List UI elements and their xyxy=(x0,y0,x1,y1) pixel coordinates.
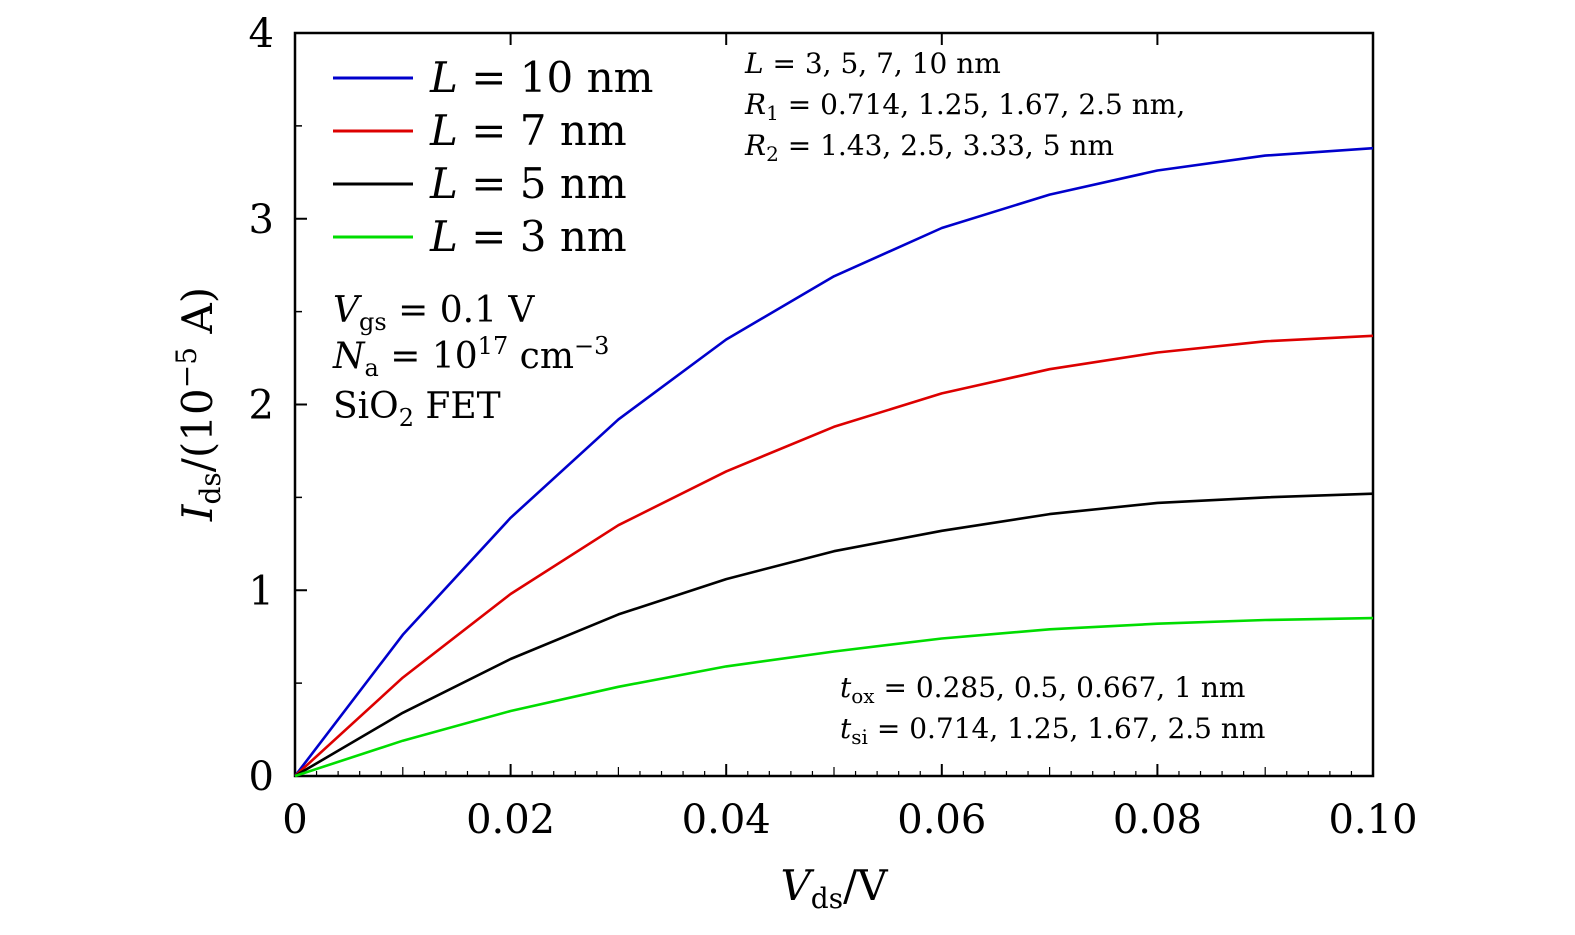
series-line-l-10-nm xyxy=(293,146,1374,777)
annotation-tsi-values: tsi = 0.714, 1.25, 1.67, 2.5 nm xyxy=(840,712,1265,749)
annotation-l-values: L = 3, 5, 7, 10 nm xyxy=(744,47,1001,80)
legend-label-l5: L = 5 nm xyxy=(429,159,627,208)
annotation-vgs: Vgs = 0.1 V xyxy=(333,290,535,336)
annotation-geometry-params: L = 3, 5, 7, 10 nm R1 = 0.714, 1.25, 1.6… xyxy=(744,47,1185,166)
legend-label-l3: L = 3 nm xyxy=(429,212,627,261)
series-line-l-7-nm xyxy=(294,334,1374,777)
y-tick-label: 4 xyxy=(249,11,274,57)
x-tick-label: 0 xyxy=(282,797,307,843)
x-axis-title: Vds/V xyxy=(780,861,888,915)
x-tick-label: 0.06 xyxy=(897,797,986,843)
y-tick-label: 3 xyxy=(249,197,274,243)
y-tick-label: 0 xyxy=(249,754,274,800)
series-line-l-3-nm xyxy=(294,616,1374,778)
x-tick-label: 0.10 xyxy=(1328,797,1417,843)
series-lines xyxy=(293,146,1374,778)
axis-ticks xyxy=(294,32,1374,777)
legend-label-l10: L = 10 nm xyxy=(429,53,653,102)
annotation-thickness-params: tox = 0.285, 0.5, 0.667, 1 nm tsi = 0.71… xyxy=(840,671,1265,749)
y-axis-title: Ids/(10−5 A) xyxy=(170,287,227,522)
y-tick-label: 1 xyxy=(249,568,274,614)
y-tick-label: 2 xyxy=(249,383,274,429)
legend-label-l7: L = 7 nm xyxy=(429,106,627,155)
annotation-conditions: Vgs = 0.1 V Na = 1017 cm−3 SiO2 FET xyxy=(332,290,609,432)
x-tick-label: 0.02 xyxy=(466,797,555,843)
series-line-l-5-nm xyxy=(294,492,1374,778)
annotation-fet-type: SiO2 FET xyxy=(333,386,501,432)
x-tick-label: 0.08 xyxy=(1113,797,1202,843)
annotation-r1-values: R1 = 0.714, 1.25, 1.67, 2.5 nm, xyxy=(744,88,1185,125)
legend: L = 10 nm L = 7 nm L = 5 nm L = 3 nm xyxy=(333,53,653,261)
axis-tick-labels: 0 0.02 0.04 0.06 0.08 0.10 0 1 2 3 4 xyxy=(249,11,1418,843)
annotation-tox-values: tox = 0.285, 0.5, 0.667, 1 nm xyxy=(840,671,1245,708)
x-tick-label: 0.04 xyxy=(682,797,771,843)
annotation-na: Na = 1017 cm−3 xyxy=(332,332,609,382)
annotation-r2-values: R2 = 1.43, 2.5, 3.33, 5 nm xyxy=(744,129,1114,166)
